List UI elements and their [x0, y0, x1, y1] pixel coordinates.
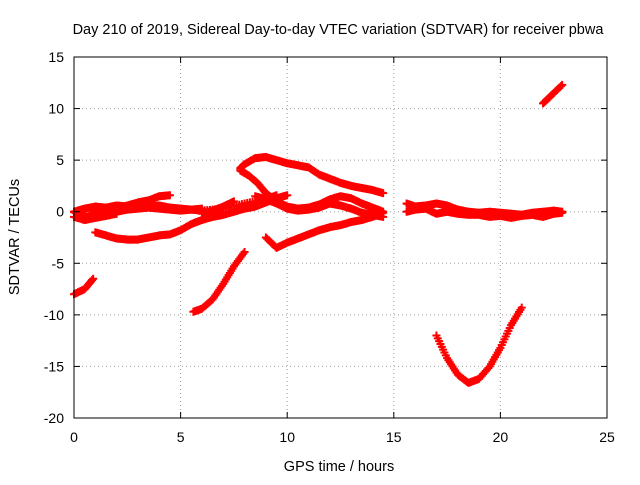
series-track-g	[189, 247, 249, 316]
data-point	[379, 189, 388, 198]
x-tick-label: 25	[599, 429, 615, 445]
data-point	[379, 208, 388, 217]
data-point	[88, 276, 97, 285]
x-tick-label: 15	[386, 429, 402, 445]
data-point	[89, 274, 98, 283]
y-tick-label: -20	[44, 410, 64, 426]
data-point	[558, 208, 567, 217]
plot-frame	[73, 56, 608, 419]
series-track-d	[70, 209, 121, 224]
series-track-h	[197, 197, 238, 218]
data-point	[517, 303, 526, 312]
series-track-n	[402, 204, 567, 222]
y-tick-label: 15	[48, 49, 64, 65]
series-track-l	[261, 208, 388, 252]
y-tick-label: -15	[44, 358, 64, 374]
series-track-i	[236, 153, 388, 198]
data-point	[558, 80, 567, 89]
y-tick-label: 5	[56, 152, 64, 168]
data-point	[283, 191, 292, 200]
series-track-k	[251, 192, 388, 221]
series-track-f	[112, 191, 174, 213]
series-track-e	[91, 191, 292, 244]
x-tick-label: 0	[70, 429, 78, 445]
y-tick-label: 10	[48, 101, 64, 117]
data-point	[165, 191, 174, 200]
data-point	[556, 82, 565, 91]
y-tick-label: -5	[52, 255, 65, 271]
y-tick-label: 0	[56, 204, 64, 220]
x-tick-label: 10	[279, 429, 295, 445]
series-track-p	[539, 80, 567, 108]
x-tick-label: 20	[493, 429, 509, 445]
y-axis-label: SDTVAR / TECUs	[7, 179, 23, 295]
data-point	[240, 247, 249, 256]
data-point	[229, 197, 238, 206]
x-axis-label: GPS time / hours	[284, 459, 394, 475]
data-layer	[70, 80, 567, 387]
ticks: 0 5 10 15 20 25 -20 -15 -10 -5 0 5 10 15	[44, 49, 615, 445]
y-tick-label: -10	[44, 307, 64, 323]
chart-title: Day 210 of 2019, Sidereal Day-to-day VTE…	[73, 22, 605, 38]
x-tick-label: 5	[177, 429, 185, 445]
series-track-a	[70, 274, 98, 299]
series-track-o	[432, 303, 526, 387]
